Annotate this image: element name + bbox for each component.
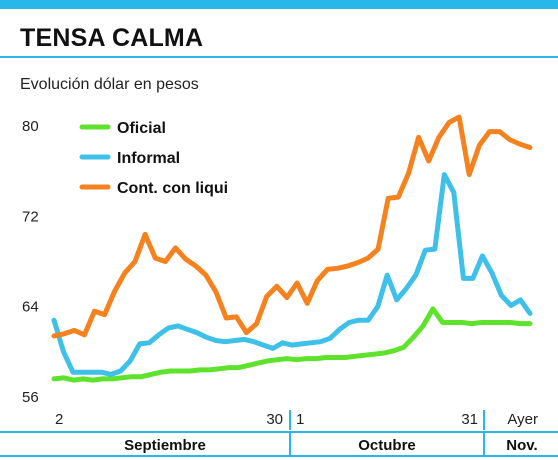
x-axis: 2 30 1 31 Ayer Septiembre Octubre Nov.: [0, 410, 558, 457]
series-line-cont-con-liqui: [51, 114, 533, 339]
x-tick-label-1: 1: [296, 411, 304, 428]
series-line-informal: [51, 172, 533, 377]
x-tick-label-ayer: Ayer: [507, 411, 538, 428]
y-axis: 56 64 72 80: [22, 118, 39, 406]
x-tick-label-31: 31: [461, 411, 478, 428]
month-label-octubre: Octubre: [358, 437, 416, 454]
month-label-nov: Nov.: [506, 437, 537, 454]
y-tick-label-64: 64: [22, 299, 39, 316]
chart-title: TENSA CALMA: [20, 24, 204, 52]
x-tick-label-30: 30: [266, 411, 283, 428]
legend-label-oficial: Oficial: [117, 120, 166, 137]
legend: Oficial Informal Cont. con liqui: [79, 120, 228, 197]
series-layer: [51, 114, 533, 383]
y-tick-label-56: 56: [22, 389, 39, 406]
series-line-oficial: [51, 306, 533, 383]
chart-subtitle: Evolución dólar en pesos: [20, 76, 199, 93]
legend-label-informal: Informal: [117, 150, 180, 167]
x-tick-label-2: 2: [55, 411, 63, 428]
y-tick-label-80: 80: [22, 118, 39, 135]
month-label-septiembre: Septiembre: [124, 437, 206, 454]
title-divider: [0, 56, 558, 58]
y-tick-label-72: 72: [22, 208, 39, 225]
legend-label-cont-con-liqui: Cont. con liqui: [117, 180, 228, 197]
top-accent-bar: [0, 0, 558, 9]
